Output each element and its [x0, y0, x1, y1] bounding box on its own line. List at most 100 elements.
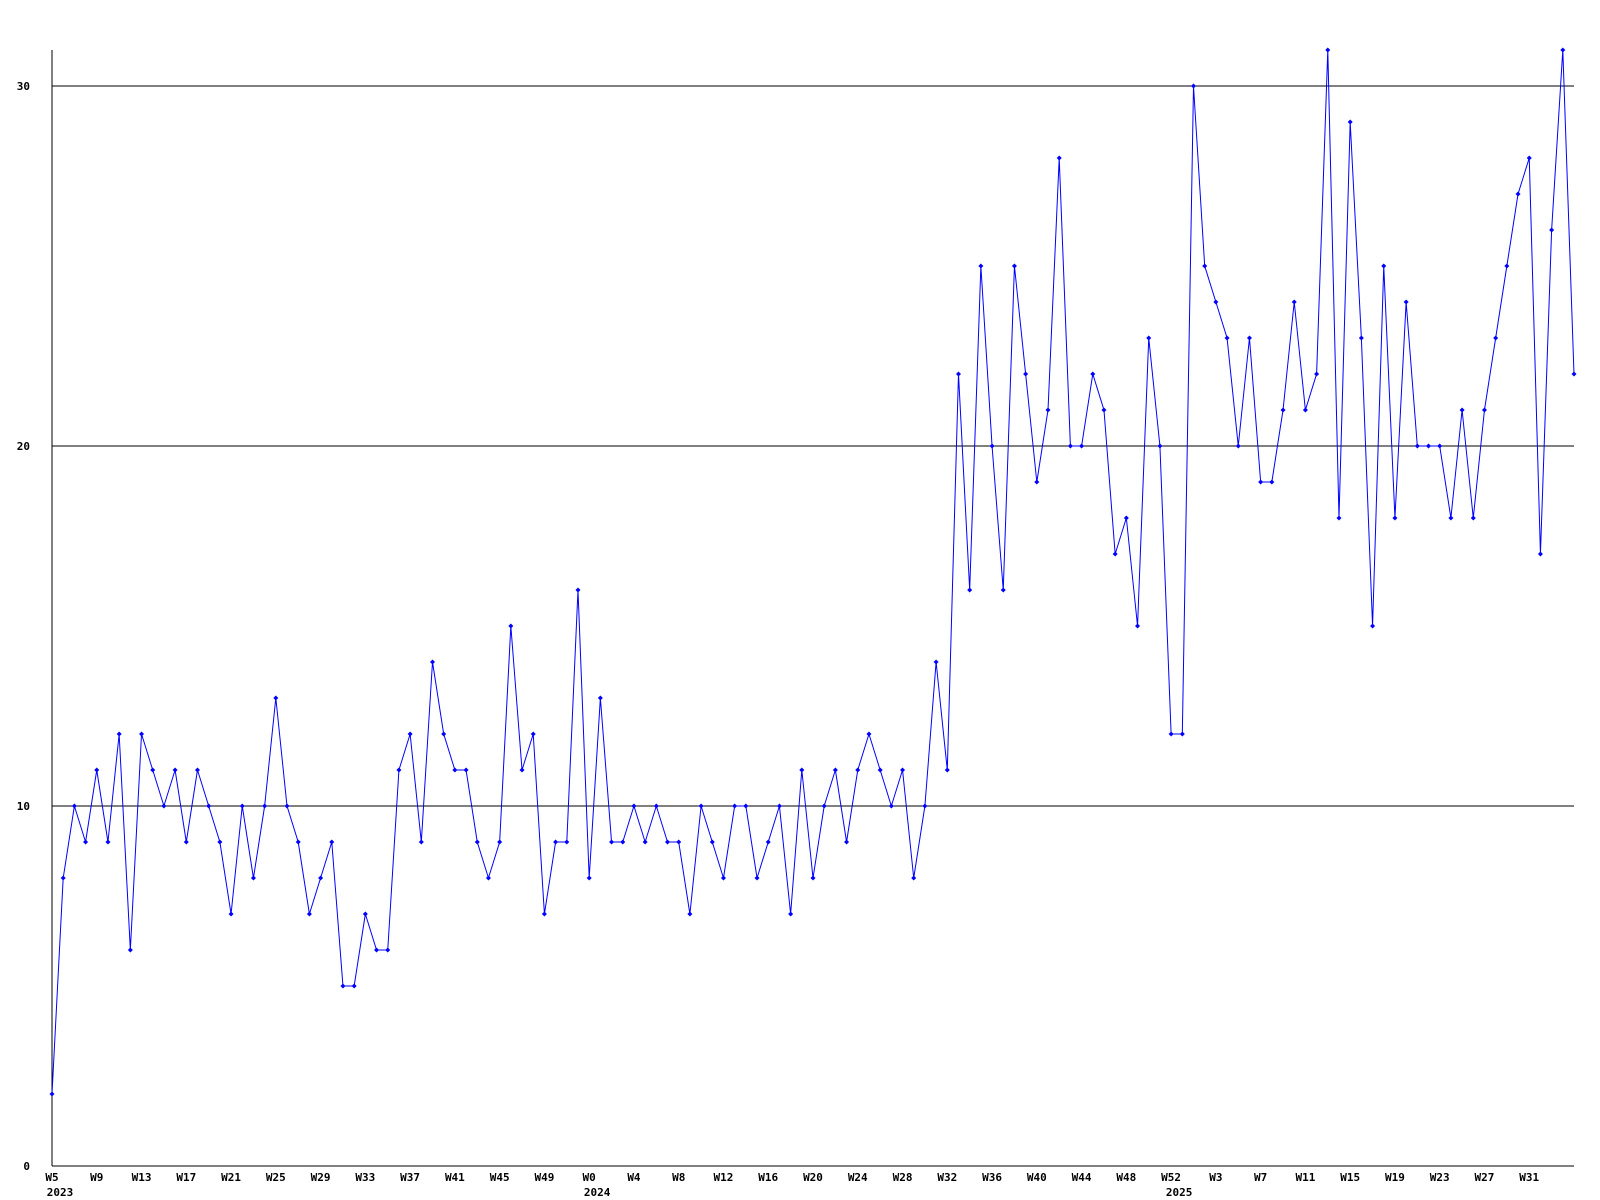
- data-point: [71, 803, 77, 809]
- data-point: [1191, 83, 1196, 89]
- data-point: [1101, 407, 1107, 413]
- data-point: [306, 911, 312, 917]
- data-point: [1280, 407, 1286, 413]
- data-point: [1325, 47, 1331, 53]
- data-point: [385, 947, 391, 953]
- data-point: [989, 443, 995, 449]
- x-tick-label: W20: [803, 1171, 823, 1184]
- x-tick-label: W49: [534, 1171, 554, 1184]
- data-point: [653, 803, 659, 809]
- data-point: [351, 983, 357, 989]
- data-point: [340, 983, 346, 989]
- data-point: [1481, 407, 1487, 413]
- data-point: [430, 659, 435, 665]
- data-point: [1011, 263, 1017, 269]
- data-point: [754, 875, 760, 881]
- data-point: [1246, 335, 1252, 341]
- data-point: [329, 839, 335, 845]
- x-tick-label: W8: [672, 1171, 685, 1184]
- data-point: [1358, 335, 1364, 341]
- data-point: [508, 623, 514, 629]
- data-point: [665, 839, 671, 845]
- data-point: [967, 587, 973, 593]
- data-point: [911, 875, 917, 881]
- x-tick-label: W21: [221, 1171, 241, 1184]
- data-point: [530, 731, 536, 737]
- data-point: [1392, 515, 1398, 521]
- data-point: [765, 839, 771, 845]
- data-point: [318, 875, 324, 881]
- data-point: [642, 839, 648, 845]
- data-point: [541, 911, 547, 917]
- x-tick-label: W15: [1340, 1171, 1360, 1184]
- data-point: [452, 767, 458, 773]
- data-point: [172, 767, 178, 773]
- data-point: [1537, 551, 1543, 557]
- data-point: [1213, 299, 1219, 305]
- data-point: [609, 839, 615, 845]
- x-tick-label: W40: [1027, 1171, 1047, 1184]
- data-point: [597, 695, 603, 701]
- data-point: [485, 875, 491, 881]
- x-tick-label: W7: [1254, 1171, 1267, 1184]
- data-point: [441, 731, 447, 737]
- data-point: [228, 911, 234, 917]
- x-tick-label: W13: [132, 1171, 152, 1184]
- x-tick-label: W23: [1430, 1171, 1450, 1184]
- data-point: [877, 767, 883, 773]
- data-point: [620, 839, 626, 845]
- data-point: [1112, 551, 1118, 557]
- data-point: [776, 803, 782, 809]
- data-point: [127, 947, 133, 953]
- data-point: [1090, 371, 1096, 377]
- data-point: [463, 767, 469, 773]
- data-point: [1179, 731, 1185, 737]
- data-point: [1414, 443, 1420, 449]
- data-point: [374, 947, 380, 953]
- data-point: [1258, 479, 1264, 485]
- data-point: [161, 803, 167, 809]
- data-point: [844, 839, 850, 845]
- data-point: [1314, 371, 1320, 377]
- data-point: [1470, 515, 1476, 521]
- data-point: [1123, 515, 1129, 521]
- data-point: [1370, 623, 1376, 629]
- data-point: [60, 875, 66, 881]
- data-point: [1560, 47, 1566, 53]
- x-tick-label: W0: [583, 1171, 596, 1184]
- x-tick-label: W16: [758, 1171, 778, 1184]
- x-tick-label: W33: [355, 1171, 375, 1184]
- data-point: [933, 659, 939, 665]
- y-tick-label: 20: [17, 440, 30, 453]
- data-point: [1302, 407, 1308, 413]
- data-point: [1459, 407, 1465, 413]
- data-point: [1291, 299, 1297, 305]
- x-tick-label: W11: [1295, 1171, 1315, 1184]
- x-tick-label: W37: [400, 1171, 420, 1184]
- data-point: [1235, 443, 1241, 449]
- data-point: [955, 371, 961, 377]
- data-point: [922, 803, 928, 809]
- data-point: [564, 839, 570, 845]
- data-point: [900, 767, 906, 773]
- data-point: [474, 839, 480, 845]
- data-point: [1202, 263, 1208, 269]
- data-point: [1493, 335, 1499, 341]
- data-point: [1336, 515, 1342, 521]
- data-point: [1526, 155, 1532, 161]
- data-point: [1269, 479, 1275, 485]
- data-point: [105, 839, 111, 845]
- data-point: [1146, 335, 1152, 341]
- data-point: [1000, 587, 1006, 593]
- data-point: [1504, 263, 1510, 269]
- x-tick-label: W32: [937, 1171, 957, 1184]
- data-point: [497, 839, 503, 845]
- data-point: [586, 875, 592, 881]
- data-point: [194, 767, 200, 773]
- data-point: [944, 767, 950, 773]
- x-group-label: 2023: [47, 1186, 74, 1199]
- data-point: [1045, 407, 1051, 413]
- data-point: [1381, 263, 1387, 269]
- data-point: [866, 731, 872, 737]
